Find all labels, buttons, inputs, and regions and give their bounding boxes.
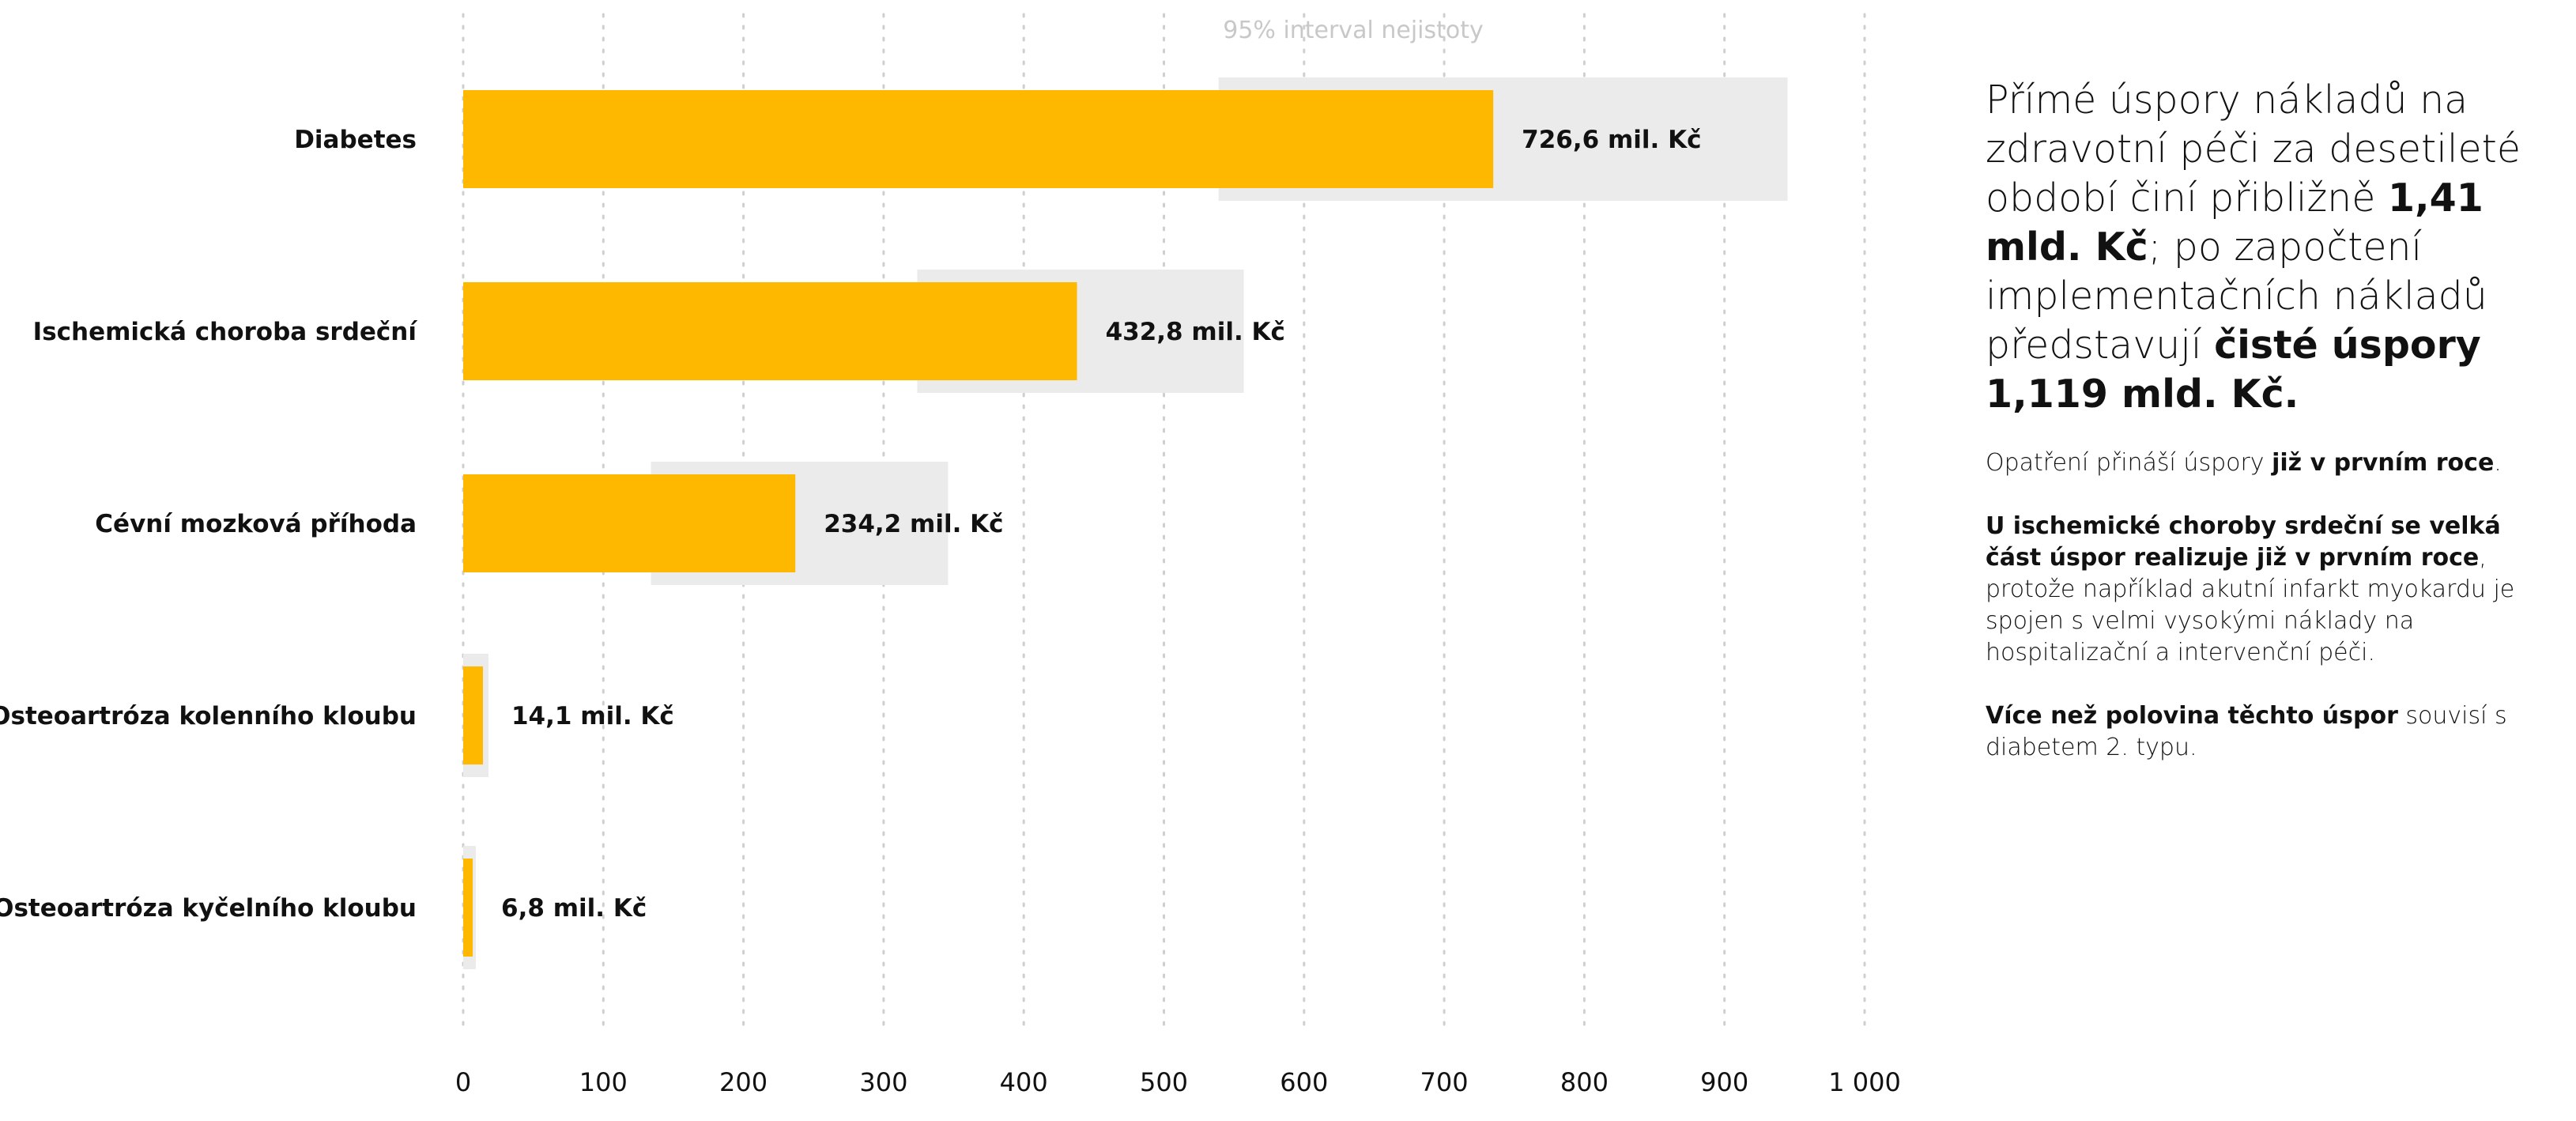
note-ischemic: U ischemické choroby srdeční se velká čá…: [1986, 511, 2555, 669]
value-label: 14,1 mil. Kč: [511, 702, 674, 730]
bar: [463, 90, 1494, 188]
note1-bold: již v prvním roce: [2272, 449, 2495, 477]
x-axis-ticks: 0 100 200 300 400 500 600 700 800 900 1 000: [455, 1067, 1901, 1097]
value-label: 234,2 mil. Kč: [824, 510, 1003, 538]
bars: [463, 90, 1494, 957]
bar: [463, 859, 473, 957]
summary-panel: Přímé úspory nákladů na zdravotní péči z…: [1986, 76, 2555, 795]
note-diabetes: Více než polovina těchto úspor souvisí s…: [1986, 700, 2555, 764]
x-tick-label: 700: [1420, 1067, 1469, 1097]
x-tick-label: 0: [455, 1067, 471, 1097]
lead-text-1: Přímé úspory nákladů na zdravotní péči z…: [1986, 77, 2521, 221]
bar: [463, 666, 483, 764]
summary-lead: Přímé úspory nákladů na zdravotní péči z…: [1986, 76, 2555, 419]
note1-text: Opatření přináší úspory: [1986, 449, 2272, 477]
lead-text-2: ; po započtení implementačních nákladů p…: [1986, 225, 2487, 368]
value-label: 432,8 mil. Kč: [1106, 318, 1285, 346]
note3-bold: Více než polovina těchto úspor: [1986, 702, 2398, 730]
value-label: 726,6 mil. Kč: [1522, 126, 1701, 154]
category-label: Ischemická choroba srdeční: [33, 318, 418, 346]
category-label: Diabetes: [294, 126, 417, 154]
category-label: Osteoartróza kolenního kloubu: [0, 702, 417, 730]
note1-end: .: [2494, 449, 2502, 477]
x-tick-label: 200: [719, 1067, 768, 1097]
note3-text: souvisí s diabetem 2. typu.: [1986, 702, 2507, 761]
category-label: Osteoartróza kyčelního kloubu: [0, 894, 417, 923]
x-tick-label: 100: [579, 1067, 628, 1097]
x-tick-label: 800: [1560, 1067, 1609, 1097]
savings-bar-chart: 95% interval nejistoty 726,6 mil. Kč 432,…: [0, 13, 1901, 1097]
lead-net-savings: čisté úspory 1,119 mld. Kč.: [1986, 323, 2481, 417]
value-labels: 726,6 mil. Kč 432,8 mil. Kč 234,2 mil. Kč 1…: [501, 126, 1701, 923]
value-label: 6,8 mil. Kč: [501, 894, 647, 923]
x-tick-label: 500: [1140, 1067, 1188, 1097]
bar: [463, 282, 1077, 380]
category-label: Cévní mozková příhoda: [95, 510, 417, 538]
x-tick-label: 400: [1000, 1067, 1048, 1097]
note2-bold: U ischemické choroby srdeční se velká čá…: [1986, 512, 2501, 572]
x-tick-label: 1 000: [1828, 1067, 1901, 1097]
ci-caption: 95% interval nejistoty: [1223, 17, 1484, 44]
note2-text: , protože například akutní infarkt myoka…: [1986, 544, 2515, 666]
bar: [463, 474, 796, 572]
x-tick-label: 600: [1280, 1067, 1328, 1097]
x-tick-label: 900: [1700, 1067, 1748, 1097]
category-labels: Diabetes Ischemická choroba srdeční Cévní …: [0, 126, 417, 923]
lead-total-savings: 1,41 mld. Kč: [1986, 176, 2484, 270]
x-tick-label: 300: [859, 1067, 907, 1097]
note-first-year: Opatření přináší úspory již v prvním roc…: [1986, 447, 2555, 479]
